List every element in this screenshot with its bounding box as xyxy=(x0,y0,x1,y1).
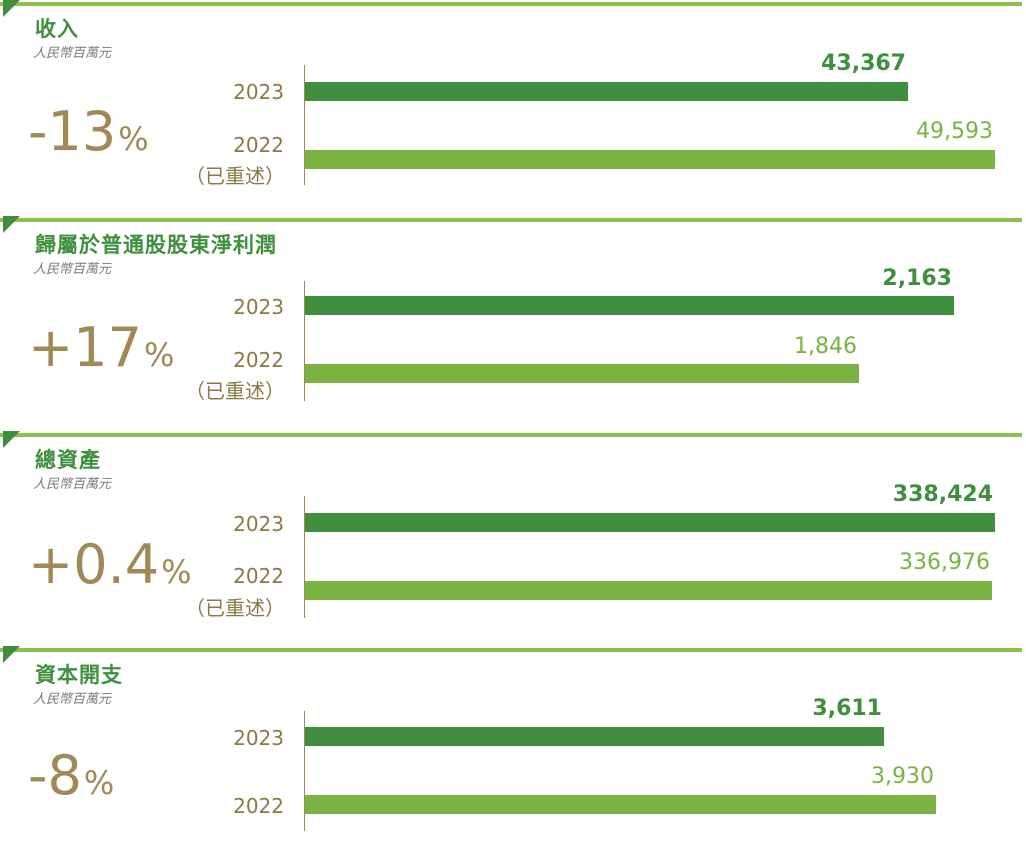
change-value: +17 xyxy=(28,316,142,379)
bar-axis xyxy=(304,281,305,401)
change-percent: -8% xyxy=(28,744,114,807)
panel-title: 資本開支 xyxy=(35,663,123,687)
change-value: +0.4 xyxy=(28,533,160,596)
restated-label: （已重述） xyxy=(185,596,285,620)
data-label-2023: 338,424 xyxy=(892,482,993,507)
data-label-2022: 49,593 xyxy=(916,119,993,144)
change-percent: +17% xyxy=(28,316,174,379)
category-label-2023: 2023 xyxy=(233,512,284,536)
bar-2023 xyxy=(305,727,884,746)
total-assets-panel: 總資產 人民幣百萬元 +0.4% 2023 2022 （已重述） 338,424… xyxy=(0,431,1026,646)
percent-sign: % xyxy=(161,553,192,591)
category-label-2022: 2022 xyxy=(233,133,284,157)
panel-title: 總資產 xyxy=(35,448,101,472)
category-label-2023: 2023 xyxy=(233,726,284,750)
net-profit-panel: 歸屬於普通股股東淨利潤 人民幣百萬元 +17% 2023 2022 （已重述） … xyxy=(0,216,1026,431)
capex-panel: 資本開支 人民幣百萬元 -8% 2023 2022 3,611 3,930 xyxy=(0,646,1026,850)
corner-marker-icon xyxy=(3,431,20,448)
data-label-2022: 3,930 xyxy=(871,764,934,789)
bar-axis xyxy=(304,496,305,618)
corner-marker-icon xyxy=(3,646,20,663)
unit-label: 人民幣百萬元 xyxy=(33,46,112,61)
bar-2022 xyxy=(305,795,936,814)
bar-2022 xyxy=(305,364,859,383)
change-percent: +0.4% xyxy=(28,533,192,596)
change-value: -8 xyxy=(28,744,82,807)
category-label-2023: 2023 xyxy=(233,80,284,104)
percent-sign: % xyxy=(118,120,149,158)
panel-title: 歸屬於普通股股東淨利潤 xyxy=(35,233,277,257)
restated-label: （已重述） xyxy=(185,164,285,188)
unit-label: 人民幣百萬元 xyxy=(33,692,112,707)
data-label-2022: 336,976 xyxy=(899,550,990,575)
bar-2023 xyxy=(305,296,954,315)
bar-axis xyxy=(304,65,305,185)
revenue-panel: 收入 人民幣百萬元 -13% 2023 2022 （已重述） 43,367 49… xyxy=(0,0,1026,215)
panel-rule xyxy=(0,218,1022,222)
percent-sign: % xyxy=(143,336,175,374)
bar-2023 xyxy=(305,513,995,532)
panel-rule xyxy=(0,648,1022,652)
category-label-2022: 2022 xyxy=(233,794,284,818)
category-label-2023: 2023 xyxy=(233,295,284,319)
percent-sign: % xyxy=(83,764,115,802)
bar-2022 xyxy=(305,581,992,600)
unit-label: 人民幣百萬元 xyxy=(33,262,112,277)
data-label-2022: 1,846 xyxy=(794,334,857,359)
change-value: -13 xyxy=(28,100,117,163)
panel-title: 收入 xyxy=(35,17,79,41)
corner-marker-icon xyxy=(3,216,20,233)
bar-2023 xyxy=(305,82,908,101)
data-label-2023: 3,611 xyxy=(812,696,882,721)
data-label-2023: 2,163 xyxy=(882,266,952,291)
corner-marker-icon xyxy=(3,0,20,17)
bar-2022 xyxy=(305,150,995,169)
panel-rule xyxy=(0,2,1022,6)
panel-rule xyxy=(0,433,1022,437)
data-label-2023: 43,367 xyxy=(821,51,906,76)
category-label-2022: 2022 xyxy=(233,348,284,372)
change-percent: -13% xyxy=(28,100,149,163)
unit-label: 人民幣百萬元 xyxy=(33,477,112,492)
category-label-2022: 2022 xyxy=(233,564,284,588)
bar-axis xyxy=(304,711,305,831)
restated-label: （已重述） xyxy=(185,379,285,403)
